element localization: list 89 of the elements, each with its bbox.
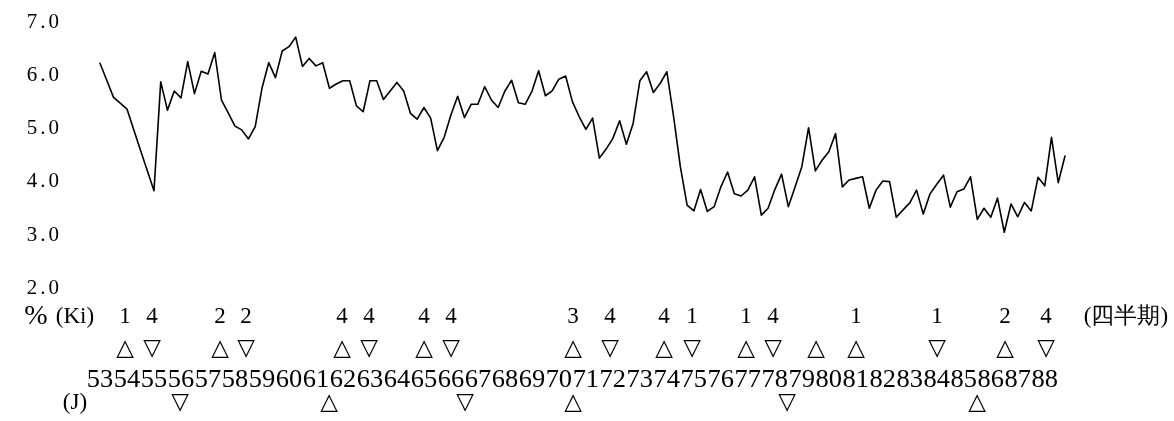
xtick: 81 (842, 364, 868, 392)
xtick: 67 (464, 364, 490, 392)
annotation: 1 (686, 303, 698, 329)
annotation: 4 (445, 303, 457, 329)
annotation: △ (564, 335, 582, 361)
annotation: 4 (146, 303, 158, 329)
annotation: △ (320, 389, 338, 415)
annotation: 4 (363, 303, 375, 329)
annotation: ▽ (1037, 335, 1055, 361)
xtick: 74 (653, 364, 679, 392)
annotation: △ (807, 335, 825, 361)
annotation: ▽ (764, 335, 782, 361)
annotation: △ (737, 335, 755, 361)
annotation: 4 (336, 303, 348, 329)
annotation: △ (116, 335, 134, 361)
annotation: 3 (567, 303, 579, 329)
annotation: 4 (1040, 303, 1052, 329)
annotation: (J) (62, 389, 88, 415)
xtick: 87 (1004, 364, 1030, 392)
xtick: 83 (896, 364, 922, 392)
annotation: ▽ (601, 335, 619, 361)
ytick: 6.0 (26, 61, 62, 86)
xtick: 60 (275, 364, 301, 392)
xtick: 62 (329, 364, 355, 392)
ytick: 3.0 (26, 221, 62, 246)
annotation: △ (847, 335, 865, 361)
ytick: 5.0 (26, 115, 62, 140)
xtick: 63 (356, 364, 382, 392)
xtick: 85 (950, 364, 976, 392)
xtick: 71 (572, 364, 598, 392)
annotation: ▽ (778, 389, 796, 415)
annotation: 2 (240, 303, 252, 329)
annotation: 4 (418, 303, 430, 329)
xtick: 54 (113, 364, 139, 392)
xtick: 64 (383, 364, 409, 392)
annotation: ▽ (928, 335, 946, 361)
xtick: 66 (437, 364, 463, 392)
xtick: 73 (626, 364, 652, 392)
xtick: 80 (815, 364, 841, 392)
xtick: 78 (761, 364, 787, 392)
annotation: △ (996, 335, 1014, 361)
annotation: 4 (767, 303, 779, 329)
xtick: 58 (221, 364, 247, 392)
annotation: ▽ (171, 389, 189, 415)
annotation: 2 (214, 303, 226, 329)
annotation: ▽ (360, 335, 378, 361)
xtick: 53 (86, 364, 112, 392)
xtick: 56 (167, 364, 193, 392)
annotation: 1 (931, 303, 943, 329)
annotation: (Ki) (55, 303, 95, 329)
xtick: 76 (707, 364, 733, 392)
annotation: ▽ (683, 335, 701, 361)
annotation: △ (415, 335, 433, 361)
annotation: 1 (850, 303, 862, 329)
xtick: 70 (545, 364, 571, 392)
annotation: 2 (999, 303, 1011, 329)
annotation: △ (333, 335, 351, 361)
xtick: 72 (599, 364, 625, 392)
annotation: ▽ (456, 389, 474, 415)
annotation: 1 (119, 303, 131, 329)
xtick: 65 (410, 364, 436, 392)
annotation: ▽ (237, 335, 255, 361)
annotation: ▽ (143, 335, 161, 361)
annotation: 1 (740, 303, 752, 329)
ytick: 2.0 (26, 275, 62, 300)
annotation: ▽ (442, 335, 460, 361)
ytick: 7.0 (26, 8, 62, 33)
annotation: △ (655, 335, 673, 361)
xtick: 79 (788, 364, 814, 392)
xtick: 59 (248, 364, 274, 392)
annotation: △ (968, 389, 986, 415)
annotation: (四半期) (1083, 303, 1169, 329)
annotation: △ (211, 335, 229, 361)
xtick: 88 (1031, 364, 1057, 392)
annotation: 4 (604, 303, 616, 329)
ytick: 4.0 (26, 168, 62, 193)
xtick: 82 (869, 364, 895, 392)
annotation: 4 (658, 303, 670, 329)
xtick: 57 (194, 364, 220, 392)
xtick: 77 (734, 364, 760, 392)
xtick: 75 (680, 364, 706, 392)
xtick: 69 (518, 364, 544, 392)
annotation: △ (564, 389, 582, 415)
xtick: 68 (491, 364, 517, 392)
xtick: 55 (140, 364, 166, 392)
xtick: 84 (923, 364, 949, 392)
xtick: 61 (302, 364, 328, 392)
ylabel: % (24, 299, 48, 331)
xtick: 86 (977, 364, 1003, 392)
